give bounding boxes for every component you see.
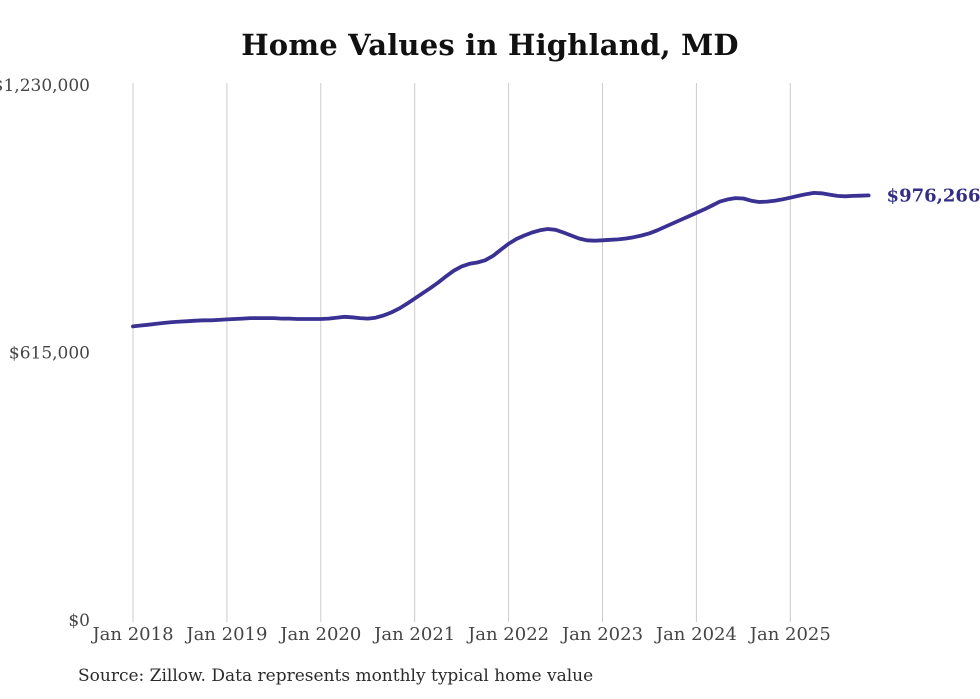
end-value-label: $976,266 — [887, 185, 980, 206]
y-axis-tick-label: $1,230,000 — [0, 76, 90, 96]
x-axis-tick-label: Jan 2023 — [560, 624, 643, 645]
x-axis-tick-label: Jan 2019 — [184, 624, 267, 645]
x-axis-tick-label: Jan 2018 — [90, 624, 173, 645]
source-note: Source: Zillow. Data represents monthly … — [78, 666, 594, 686]
y-axis-tick-label: $615,000 — [9, 344, 90, 364]
home-value-line-series — [131, 191, 871, 329]
x-axis-tick-label: Jan 2024 — [654, 624, 737, 645]
x-axis-tick-label: Jan 2022 — [466, 624, 549, 645]
chart-title: Home Values in Highland, MD — [241, 28, 739, 62]
x-axis-tick-label: Jan 2025 — [748, 624, 831, 645]
y-axis-tick-label: $0 — [68, 611, 90, 631]
x-axis-tick-label: Jan 2021 — [372, 624, 455, 645]
x-axis-tick-label: Jan 2020 — [278, 624, 361, 645]
